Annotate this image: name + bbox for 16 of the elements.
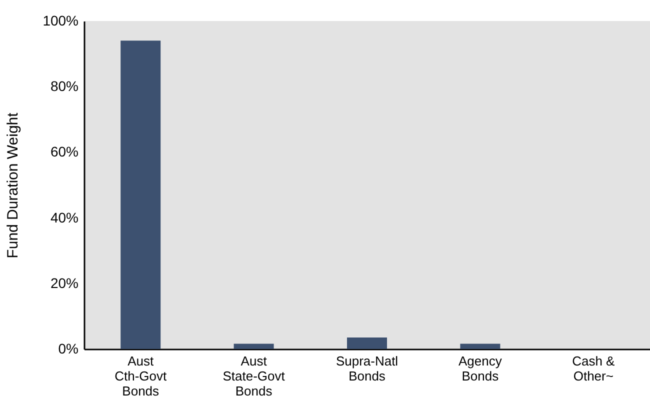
y-tick-label: 100% bbox=[42, 12, 78, 28]
x-tick-label: Aust State-Govt Bonds bbox=[222, 354, 286, 398]
y-tick-label: 20% bbox=[50, 274, 78, 291]
y-tick-label: 60% bbox=[50, 144, 78, 160]
x-tick-label: Supra-Natl Bonds bbox=[336, 354, 398, 384]
y-axis-title: Fund Duration Weight bbox=[4, 112, 22, 258]
bar bbox=[460, 344, 500, 349]
x-tick-label: Cash & Other~ bbox=[572, 354, 616, 384]
x-tick-label: Aust Cth-Govt Bonds bbox=[114, 354, 167, 398]
y-tick-label: 0% bbox=[58, 340, 78, 356]
y-tick-label: 40% bbox=[50, 209, 78, 226]
y-tick-label: 80% bbox=[50, 78, 78, 94]
x-tick-label: Agency Bonds bbox=[458, 354, 502, 384]
bar bbox=[234, 344, 274, 349]
bar bbox=[120, 40, 161, 349]
bar bbox=[347, 338, 387, 349]
